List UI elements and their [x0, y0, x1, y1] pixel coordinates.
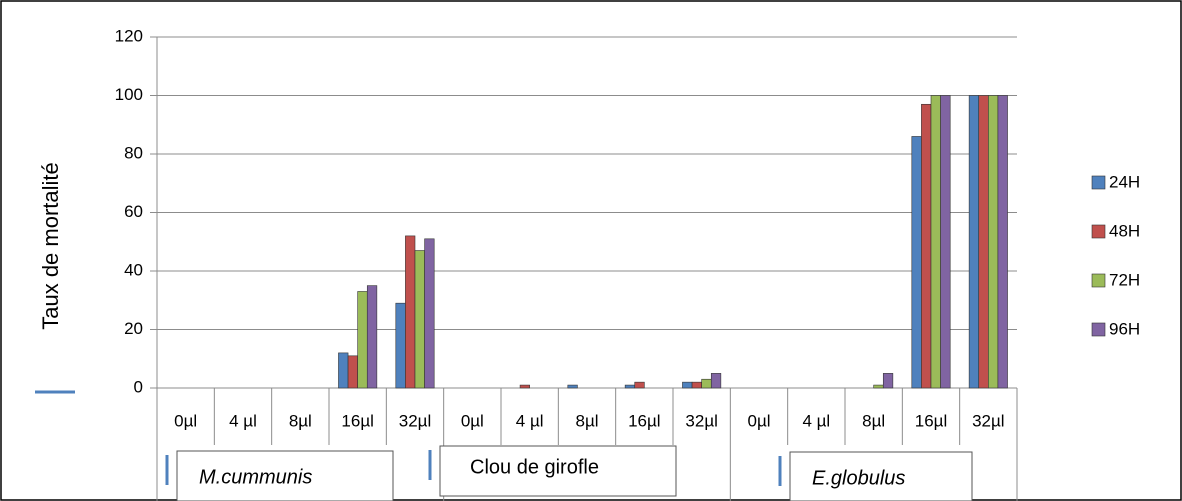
x-tick-label: 8µl [575, 411, 598, 430]
bar [624, 384, 636, 389]
y-tick-label: 60 [124, 202, 143, 221]
legend-swatch [1091, 273, 1106, 288]
bar [988, 95, 999, 389]
x-tick-label: 32µl [685, 411, 717, 430]
bar [701, 378, 712, 389]
bar [710, 373, 722, 389]
bar [940, 95, 951, 389]
bar [691, 381, 702, 389]
y-tick-label: 20 [124, 319, 143, 338]
x-tick-label: 32µl [399, 411, 431, 430]
x-tick-label: 4 µl [229, 411, 257, 430]
bar [634, 381, 645, 389]
bar [930, 95, 941, 389]
bar [873, 384, 884, 389]
group-label: M.cummunis [199, 466, 312, 488]
y-axis-label: Taux de mortalité [38, 162, 63, 330]
bar [414, 250, 425, 389]
x-tick-label: 0µl [461, 411, 484, 430]
x-tick-label: 8µl [289, 411, 312, 430]
group-label-box [439, 445, 677, 497]
y-tick-label: 0 [134, 377, 143, 396]
group-label-box [176, 450, 394, 501]
legend-swatch [1091, 322, 1106, 337]
bar [357, 291, 368, 389]
legend-label: 48H [1109, 221, 1140, 240]
x-tick-label: 0µl [747, 411, 770, 430]
legend-label: 24H [1109, 172, 1140, 191]
x-tick-label: 0µl [174, 411, 197, 430]
bar [911, 136, 922, 389]
x-tick-label: 16µl [628, 411, 660, 430]
bar [921, 103, 932, 389]
y-tick-label: 100 [115, 85, 143, 104]
bar [882, 373, 894, 389]
legend-swatch [1091, 224, 1106, 239]
x-tick-label: 4 µl [516, 411, 544, 430]
bar [347, 355, 358, 389]
bar [682, 381, 693, 389]
bar [567, 384, 578, 389]
x-tick-label: 32µl [972, 411, 1004, 430]
x-tick-label: 16µl [915, 411, 947, 430]
group-label-box [789, 451, 973, 501]
legend-label: 96H [1109, 319, 1140, 338]
bar [997, 95, 1008, 389]
bar [338, 352, 349, 389]
bar [395, 302, 406, 389]
x-tick-label: 8µl [862, 411, 885, 430]
bar [424, 238, 435, 389]
x-tick-label: 16µl [341, 411, 373, 430]
bar [366, 285, 378, 389]
y-tick-label: 80 [124, 143, 143, 162]
y-tick-label: 120 [115, 26, 143, 45]
group-label: Clou de girofle [470, 456, 599, 478]
bar [978, 95, 989, 389]
bar [405, 235, 416, 389]
y-tick-label: 40 [124, 260, 143, 279]
bar [519, 384, 530, 389]
group-label: E.globulus [812, 467, 905, 489]
bar [968, 95, 980, 389]
legend-swatch [1091, 175, 1106, 190]
x-tick-label: 4 µl [802, 411, 830, 430]
legend-label: 72H [1109, 270, 1140, 289]
